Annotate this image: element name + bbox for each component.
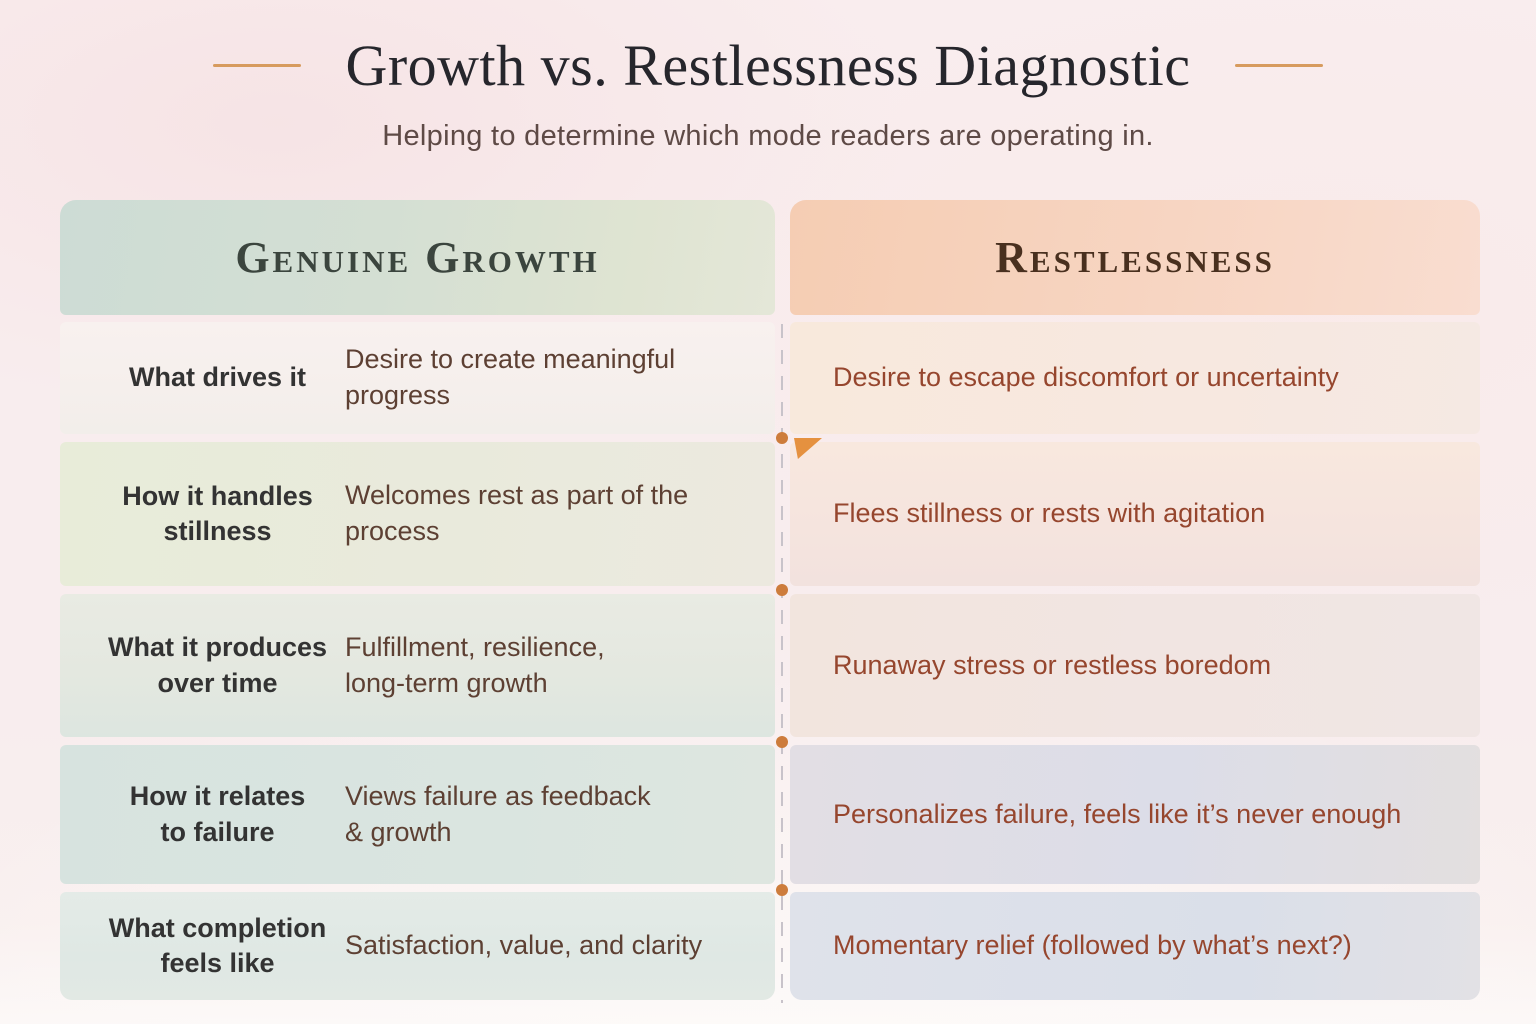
growth-row-relates-to-failure: How it relates to failure Views failure … [60,745,775,884]
divider-dot [776,432,788,444]
column-header-restlessness: Restlessness [790,200,1480,315]
growth-value: Views failure as feedback & growth [345,780,651,847]
growth-row-completion-feels-like: What completion feels like Satisfaction,… [60,892,775,1000]
title-row: Growth vs. Restlessness Diagnostic [0,34,1536,98]
restless-row-completion-feels-like: Momentary relief (followed by what’s nex… [790,892,1480,1000]
restless-value: Runaway stress or restless boredom [833,649,1272,680]
growth-row-what-drives-it: What drives it Desire to create meaningf… [60,322,775,434]
row-label: What completion feels like [108,912,327,978]
restless-row-produces-over-time: Runaway stress or restless boredom [790,594,1480,737]
column-header-genuine-growth: Genuine Growth [60,200,775,315]
row-label: What drives it [128,362,307,393]
restless-value: Momentary relief (followed by what’s nex… [833,930,1352,961]
divider-dot [776,584,788,596]
restless-row-what-drives-it: Desire to escape discomfort or uncertain… [790,322,1480,434]
divider-dot [776,884,788,896]
growth-value: Welcomes rest as part of the process [345,480,689,546]
column-restlessness: Restlessness Desire to escape discomfort… [790,200,1480,1000]
restless-row-handles-stillness: Flees stillness or rests with agitation [790,442,1480,586]
column-header-label: Restlessness [995,233,1275,282]
restless-value: Personalizes failure, feels like it’s ne… [833,798,1402,829]
restless-value: Flees stillness or rests with agitation [833,498,1266,529]
growth-value: Satisfaction, value, and clarity [345,930,703,961]
restless-row-relates-to-failure: Personalizes failure, feels like it’s ne… [790,745,1480,884]
row-label: How it relates to failure [129,781,306,847]
page-subtitle: Helping to determine which mode readers … [382,120,1154,152]
column-header-label: Genuine Growth [235,233,600,282]
growth-value: Desire to create meaningful progress [345,344,676,410]
column-genuine-growth: Genuine Growth What drives it Desire to … [60,200,775,1000]
column-divider-dashed-line [781,324,783,1003]
growth-value: Fulfillment, resilience, long-term growt… [345,631,605,698]
title-dash-left [213,64,302,68]
divider-dot [776,736,788,748]
row-label: What it produces over time [107,632,327,698]
row-label: How it handles stillness [122,480,313,546]
title-dash-right [1234,64,1323,68]
growth-row-produces-over-time: What it produces over time Fulfillment, … [60,594,775,737]
page-title: Growth vs. Restlessness Diagnostic [345,33,1191,98]
growth-row-handles-stillness: How it handles stillness Welcomes rest a… [60,442,775,586]
restless-value: Desire to escape discomfort or uncertain… [833,362,1339,393]
